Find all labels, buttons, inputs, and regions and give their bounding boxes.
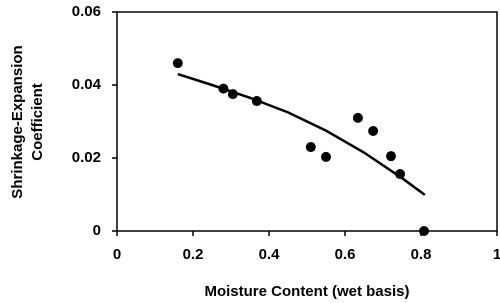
y-axis-title: Coefficient: [29, 83, 46, 161]
data-point: [368, 125, 379, 136]
x-tick-label: 1: [493, 246, 500, 263]
y-axis-title: Shrinkage-Expansion: [9, 45, 26, 198]
data-point: [305, 142, 316, 153]
x-tick-label: 0.6: [335, 246, 356, 263]
data-point: [385, 151, 396, 162]
x-tick-label: 0: [113, 246, 121, 263]
x-axis-title: Moisture Content (wet basis): [204, 283, 409, 300]
data-point: [172, 58, 183, 69]
x-tick-label: 0.8: [411, 246, 432, 263]
fit-line: [177, 72, 426, 196]
x-tick-label: 0.4: [259, 246, 281, 263]
data-point: [321, 151, 331, 162]
data-point: [419, 226, 430, 236]
y-tick-label: 0.04: [72, 76, 102, 93]
plot-frame: [116, 11, 498, 232]
y-tick-label: 0.02: [72, 149, 101, 166]
x-tick-label: 0.2: [183, 246, 204, 263]
data-point: [352, 112, 363, 123]
y-tick-label: 0.06: [72, 3, 101, 20]
y-tick-label: 0: [93, 222, 101, 239]
